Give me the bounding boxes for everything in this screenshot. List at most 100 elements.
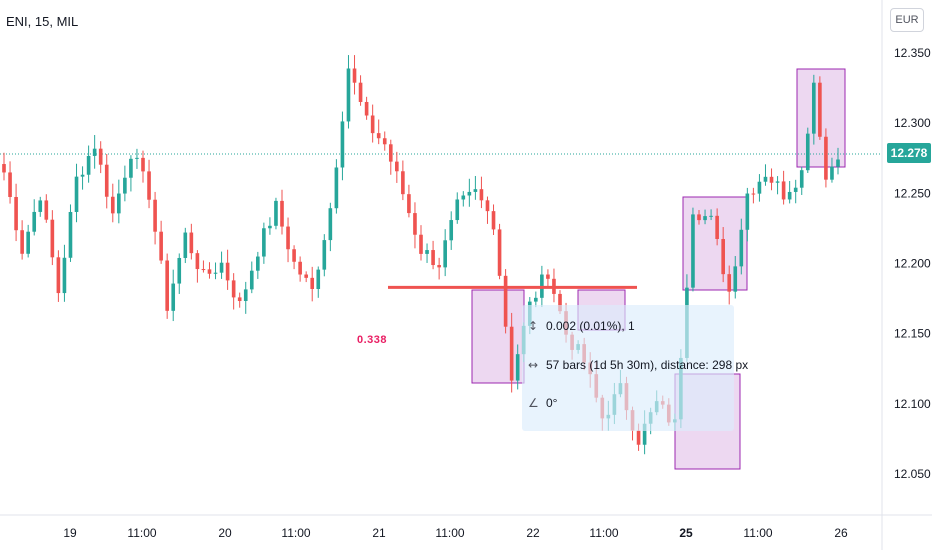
x-tick-label: 11:00 xyxy=(435,526,464,540)
candle-45 xyxy=(274,197,278,230)
candle-58 xyxy=(352,55,357,95)
measure-tooltip: ↕ 0.002 (0.01%), 1 ↔ 57 bars (1d 5h 30m), … xyxy=(522,305,748,431)
candle-118 xyxy=(715,208,719,246)
candle-4 xyxy=(26,224,30,258)
y-axis-labels: 12.350 12.300 12.250 12.200 12.150 12.100 12.0… xyxy=(894,46,931,481)
x-tick-label: 11:00 xyxy=(589,526,618,540)
candle-11 xyxy=(68,204,73,262)
candle-18 xyxy=(110,183,115,223)
candle-26 xyxy=(159,220,163,264)
candle-24 xyxy=(147,159,151,209)
candle-16 xyxy=(98,141,103,174)
candle-81 xyxy=(491,204,496,236)
candle-85 xyxy=(515,344,520,390)
candle-65 xyxy=(395,151,399,183)
candle-48 xyxy=(292,245,296,270)
candle-123 xyxy=(745,187,750,242)
x-axis-labels: 19 11:00 20 11:00 21 11:00 22 11:00 25 11:00 26 xyxy=(63,526,848,540)
candle-136 xyxy=(824,128,828,188)
candle-91 xyxy=(552,268,556,303)
candle-36 xyxy=(219,251,224,279)
candle-5 xyxy=(32,199,37,236)
candle-83 xyxy=(503,269,508,334)
candle-66 xyxy=(401,160,405,201)
candle-31 xyxy=(189,223,194,260)
y-tick-label: 12.050 xyxy=(894,467,931,481)
candle-80 xyxy=(485,196,490,224)
candle-114 xyxy=(691,207,695,292)
x-tick-label: 22 xyxy=(526,526,540,540)
rectangle-drawing-0[interactable] xyxy=(471,289,525,384)
candle-6 xyxy=(38,196,43,217)
x-tick-label: 11:00 xyxy=(127,526,156,540)
y-tick-label: 12.350 xyxy=(894,46,931,60)
y-tick-label: 12.150 xyxy=(894,327,931,341)
candle-117 xyxy=(709,209,713,221)
candle-43 xyxy=(262,222,266,264)
candle-50 xyxy=(304,271,308,283)
candle-132 xyxy=(799,166,804,195)
candle-10 xyxy=(62,244,67,302)
candle-126 xyxy=(763,164,768,186)
candle-19 xyxy=(117,179,121,224)
candle-32 xyxy=(195,250,200,283)
candle-121 xyxy=(733,256,738,299)
candle-42 xyxy=(256,251,260,279)
candle-78 xyxy=(473,175,478,200)
candle-14 xyxy=(86,145,91,183)
candle-71 xyxy=(431,240,435,270)
candle-57 xyxy=(346,55,351,129)
candle-74 xyxy=(449,211,454,250)
tooltip-price-text: 0.002 (0.01%), 1 xyxy=(546,319,635,333)
candle-44 xyxy=(268,217,272,235)
candle-84 xyxy=(509,312,514,393)
candle-34 xyxy=(207,262,212,279)
last-price-label: 12.278 xyxy=(887,143,931,163)
candle-79 xyxy=(479,176,484,209)
candle-59 xyxy=(358,75,363,106)
candle-23 xyxy=(141,150,145,183)
tooltip-angle-text: 0° xyxy=(546,396,558,410)
candle-120 xyxy=(727,265,732,305)
candle-3 xyxy=(20,220,24,260)
candle-64 xyxy=(388,139,393,175)
candle-49 xyxy=(298,256,302,282)
candle-40 xyxy=(243,281,248,314)
candle-68 xyxy=(413,202,417,249)
candle-62 xyxy=(376,119,381,145)
currency-button[interactable]: EUR xyxy=(890,8,924,32)
x-tick-label: 11:00 xyxy=(281,526,310,540)
candle-88 xyxy=(534,291,538,308)
candle-73 xyxy=(443,229,447,277)
candle-90 xyxy=(546,269,550,289)
candle-137 xyxy=(830,157,834,183)
price-range-icon: ↕ xyxy=(528,319,539,333)
candle-46 xyxy=(280,189,284,235)
candle-72 xyxy=(437,257,441,280)
candle-13 xyxy=(80,166,85,190)
candle-75 xyxy=(455,192,460,224)
candle-7 xyxy=(44,194,49,223)
y-tick-label: 12.200 xyxy=(894,257,931,271)
candle-0 xyxy=(2,152,6,181)
candle-70 xyxy=(425,243,429,263)
tooltip-bars-row: ↔ 57 bars (1d 5h 30m), distance: 298 px xyxy=(528,358,748,372)
candle-138 xyxy=(836,147,840,175)
candle-69 xyxy=(419,225,423,261)
candle-12 xyxy=(74,163,79,223)
candle-38 xyxy=(231,273,236,310)
candle-135 xyxy=(818,76,822,140)
candle-33 xyxy=(201,260,206,273)
candle-131 xyxy=(793,179,798,204)
candle-77 xyxy=(467,178,472,207)
candle-1 xyxy=(8,161,12,204)
y-tick-label: 12.250 xyxy=(894,186,931,200)
symbol-title[interactable]: ENI, 15, MIL xyxy=(6,14,79,29)
bars-range-icon: ↔ xyxy=(528,358,539,372)
candle-47 xyxy=(286,217,290,263)
candle-125 xyxy=(757,174,762,202)
candle-122 xyxy=(739,218,744,275)
candle-37 xyxy=(225,249,230,290)
